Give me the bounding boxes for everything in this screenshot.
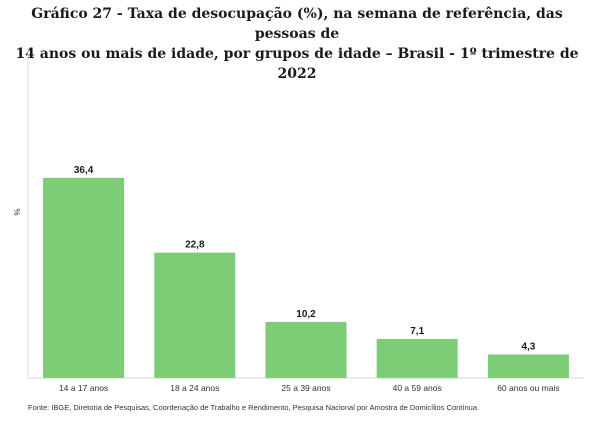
source-note: Fonte: IBGE, Diretoria de Pesquisas, Coo… — [28, 403, 480, 412]
y-axis-label: % — [13, 208, 22, 215]
bar-1 — [43, 177, 125, 378]
bar-value-label-2: 22,8 — [185, 240, 205, 251]
chart-title-line-1: Gráfico 27 - Taxa de desocupação (%), na… — [31, 6, 563, 42]
bar-3 — [265, 321, 347, 378]
bar-value-label-5: 4,3 — [521, 341, 535, 352]
bar-2 — [154, 252, 236, 378]
x-tick-label-3: 25 a 39 anos — [281, 383, 330, 393]
x-tick-label-1: 14 a 17 anos — [59, 383, 108, 393]
x-tick-label-4: 40 a 59 anos — [393, 383, 442, 393]
chart-title: Gráfico 27 - Taxa de desocupação (%), na… — [0, 4, 594, 84]
bars-group: 36,4 14 a 17 anos 22,8 18 a 24 anos 10,2 25 a… — [43, 165, 569, 393]
chart-title-line-2: 14 anos ou mais de idade, por grupos de … — [15, 46, 579, 82]
x-tick-label-5: 60 anos ou mais — [497, 383, 559, 393]
bar-5 — [487, 354, 569, 378]
bar-4 — [376, 338, 458, 378]
bar-value-label-1: 36,4 — [74, 165, 94, 176]
bar-value-label-3: 10,2 — [296, 309, 316, 320]
bar-value-label-4: 7,1 — [410, 326, 424, 337]
x-tick-label-2: 18 a 24 anos — [170, 383, 219, 393]
